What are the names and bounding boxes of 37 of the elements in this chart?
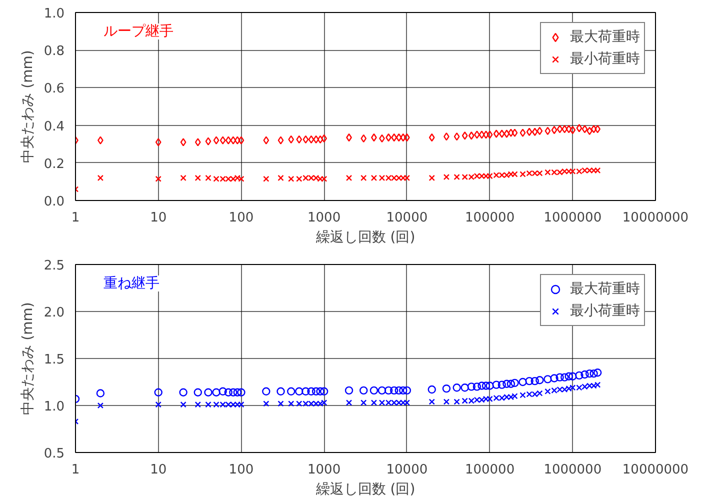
y-axis-title: 中央たわみ (mm): [20, 50, 36, 163]
x-tick-label: 10000000: [622, 462, 689, 478]
y-tick-label: 1.5: [44, 352, 65, 368]
y-tick-label: 0.4: [44, 119, 65, 134]
y-tick-label: 1.0: [44, 400, 65, 414]
x-tick-label: 100: [228, 210, 254, 226]
annotation: ループ継手: [104, 24, 174, 40]
legend-label: 最小荷重時: [570, 50, 640, 68]
x-tick-label: 100000: [464, 462, 515, 478]
x-tick-label: 1000000: [544, 210, 602, 226]
x-tick-label: 100000: [464, 210, 515, 226]
annotation: 重ね継手: [104, 276, 160, 292]
x-tick-label: 10000000: [622, 210, 689, 226]
y-tick-label: 0.5: [44, 446, 65, 462]
x-axis-title: 繰返し回数 (回): [314, 230, 416, 246]
y-tick-label: 0.2: [44, 156, 65, 172]
x-tick-label: 1: [71, 210, 80, 226]
x-tick-label: 1: [71, 462, 80, 478]
y-tick-label: 1.0: [44, 6, 65, 22]
y-axis-title: 中央たわみ (mm): [20, 302, 36, 415]
x-tick-label: 10000: [386, 462, 428, 478]
x-tick-label: 1000: [308, 462, 341, 478]
x-tick-label: 10000: [386, 210, 428, 226]
x-tick-label: 10: [150, 462, 167, 478]
y-tick-label: 2.0: [44, 306, 65, 320]
x-axis-title: 繰返し回数 (回): [314, 482, 416, 498]
x-tick-label: 1000000: [544, 462, 602, 478]
x-tick-label: 1000: [308, 210, 341, 226]
y-tick-label: 2.5: [44, 258, 65, 274]
x-tick-label: 100: [228, 462, 254, 478]
legend-label: 最大荷重時: [570, 28, 640, 46]
y-tick-label: 0.6: [44, 82, 65, 97]
legend-label: 最大荷重時: [570, 280, 640, 298]
y-tick-label: 0.8: [44, 44, 65, 60]
y-tick-label: 0.0: [44, 194, 65, 210]
x-tick-label: 10: [150, 210, 167, 226]
legend-label: 最小荷重時: [570, 302, 640, 320]
